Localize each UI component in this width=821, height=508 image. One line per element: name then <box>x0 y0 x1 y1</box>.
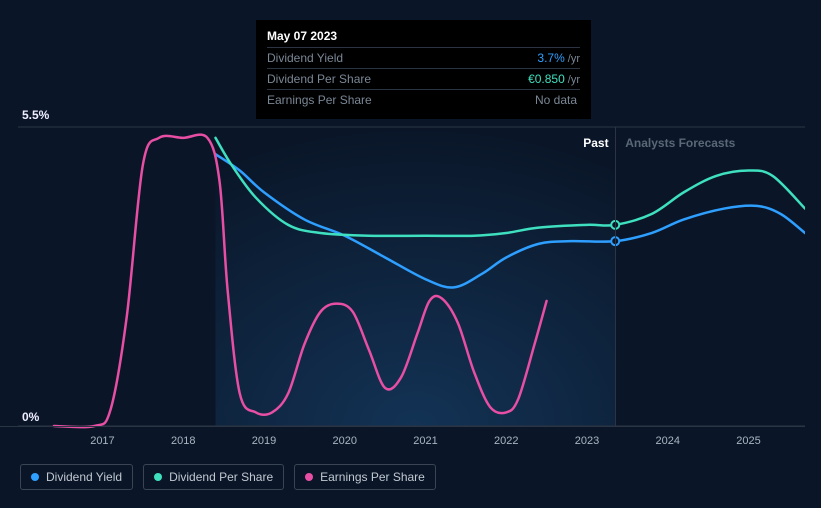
x-tick: 2019 <box>252 435 276 447</box>
forecast-label: Analysts Forecasts <box>625 136 735 150</box>
x-tick: 2024 <box>655 435 679 447</box>
tooltip-label: Dividend Yield <box>267 51 343 65</box>
legend-label: Dividend Yield <box>46 470 122 484</box>
tooltip-label: Earnings Per Share <box>267 93 372 107</box>
tooltip-row: Dividend Per Share €0.850 /yr <box>267 68 580 89</box>
x-tick: 2017 <box>90 435 114 447</box>
tooltip-row: Earnings Per Share No data <box>267 89 580 110</box>
tooltip-row: Dividend Yield 3.7% /yr <box>267 47 580 68</box>
legend-earnings-per-share[interactable]: Earnings Per Share <box>294 464 436 490</box>
x-tick: 2020 <box>332 435 356 447</box>
tooltip-unit: /yr <box>568 53 580 65</box>
tooltip-date: May 07 2023 <box>267 29 580 47</box>
x-axis: 2017 2018 2019 2020 2021 2022 2023 2024 2025 <box>0 426 805 450</box>
legend-label: Earnings Per Share <box>320 470 425 484</box>
x-tick: 2023 <box>575 435 599 447</box>
x-tick: 2018 <box>171 435 195 447</box>
legend-dot <box>305 473 313 481</box>
x-tick: 2022 <box>494 435 518 447</box>
past-label: Past <box>583 136 608 150</box>
tooltip-value: 3.7% <box>537 51 564 65</box>
hover-tooltip: May 07 2023 Dividend Yield 3.7% /yr Divi… <box>256 20 591 119</box>
legend-dividend-yield[interactable]: Dividend Yield <box>20 464 133 490</box>
legend-dot <box>154 473 162 481</box>
forecast-divider <box>615 127 616 426</box>
tooltip-label: Dividend Per Share <box>267 72 371 86</box>
dividend-chart[interactable]: 5.5% 0% Past Analysts Forecasts 20172018… <box>0 100 805 450</box>
legend-label: Dividend Per Share <box>169 470 273 484</box>
chart-svg <box>0 100 805 450</box>
tooltip-unit: /yr <box>568 74 580 86</box>
x-tick: 2025 <box>736 435 760 447</box>
legend-dot <box>31 473 39 481</box>
tooltip-value: €0.850 <box>528 72 565 86</box>
x-tick: 2021 <box>413 435 437 447</box>
chart-legend: Dividend Yield Dividend Per Share Earnin… <box>20 464 436 490</box>
legend-dividend-per-share[interactable]: Dividend Per Share <box>143 464 284 490</box>
tooltip-value: No data <box>535 93 577 107</box>
